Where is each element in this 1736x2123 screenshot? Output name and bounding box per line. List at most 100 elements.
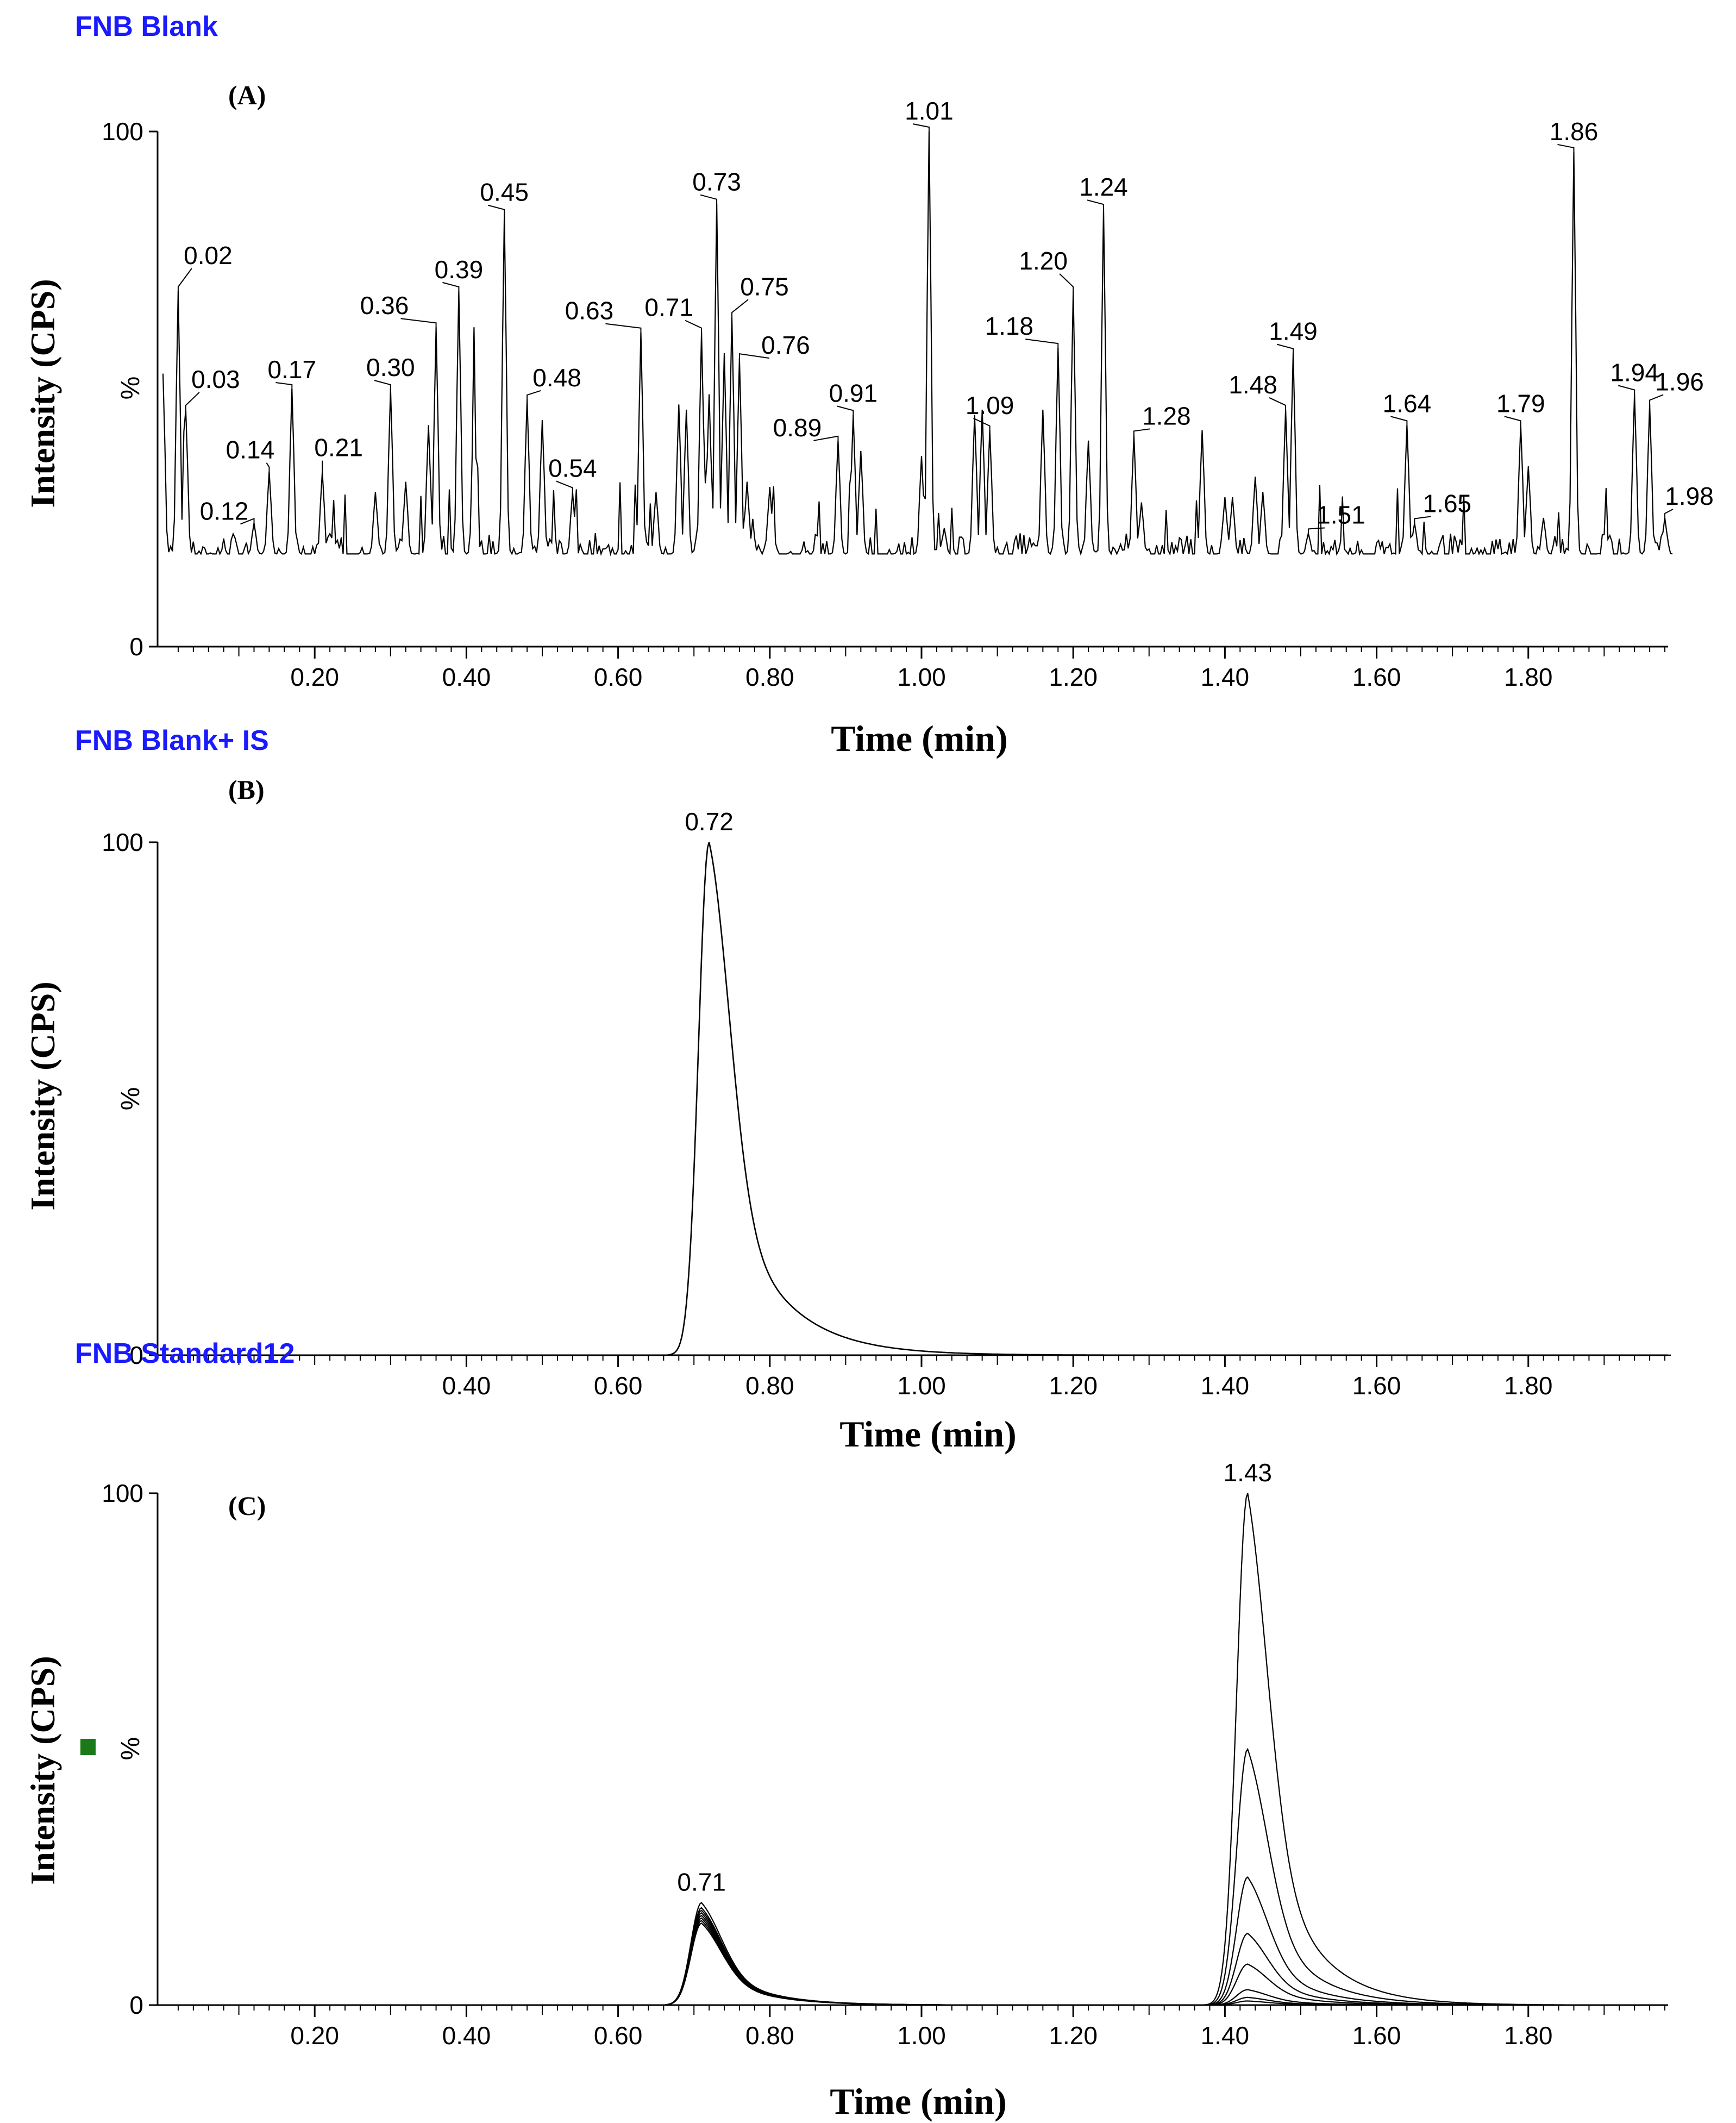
peak-leader-line <box>527 390 541 402</box>
panel-b: FNB Blank+ IS (B) Intensity (CPS) % Time… <box>23 725 1671 1455</box>
x-tick-label: 1.80 <box>1504 1372 1553 1400</box>
x-tick-label: 0.80 <box>745 1372 794 1400</box>
panel-c-traces <box>580 1493 1618 2006</box>
panel-a-traces <box>162 131 1673 556</box>
peak-label: 1.24 <box>1079 173 1128 201</box>
peak-label: 1.98 <box>1665 482 1714 510</box>
peak-leader-line <box>1390 416 1408 428</box>
panel-a-annotations: 0.02 0.03 0.17 0.14 0.12 0.21 0.30 0.36 0.39 0.45… <box>177 97 1714 536</box>
peak-leader-line <box>487 204 505 216</box>
panel-a-xlabel: Time (min) <box>831 718 1008 759</box>
peak-label: 1.18 <box>985 312 1033 340</box>
peak-leader-line <box>738 353 770 361</box>
panel-a: FNB Blank (A) Intensity (CPS) % Time (mi… <box>23 11 1714 759</box>
x-tick-label: 0.60 <box>594 663 643 691</box>
peak-label: 0.17 <box>268 355 317 384</box>
peak-label: 0.02 <box>184 241 233 270</box>
y-tick-label: 0 <box>129 1991 143 2019</box>
peak-leader-line <box>1059 273 1074 293</box>
peak-leader-line <box>240 518 255 525</box>
panel-c-yunit: % <box>116 1737 145 1761</box>
peak-label: 1.79 <box>1496 389 1545 417</box>
peak-label: 0.30 <box>366 353 415 381</box>
peak-label: 0.48 <box>532 364 581 392</box>
x-tick-label: 0.60 <box>594 1372 643 1400</box>
series-line-8 <box>580 1922 1618 2006</box>
x-tick-label: 0.20 <box>290 2021 339 2050</box>
trace-line <box>390 842 1671 1356</box>
peak-leader-line <box>1276 343 1294 355</box>
peak-label: 0.76 <box>761 331 810 359</box>
peak-leader-line <box>556 480 573 494</box>
x-tick-label: 1.40 <box>1201 2021 1250 2050</box>
x-tick-label: 0.20 <box>290 663 339 691</box>
panel-a-axes: 0 100 0.20 0.40 0.60 0.80 1.00 1.20 1.40 1.60 1.80 <box>102 117 1668 691</box>
x-tick-label: 1.80 <box>1504 2021 1553 2050</box>
peak-label: 1.43 <box>1223 1458 1272 1487</box>
peak-label: 1.49 <box>1269 317 1318 346</box>
panel-a-header: FNB Blank <box>75 11 218 42</box>
peak-leader-line <box>442 281 460 293</box>
x-tick-label: 1.60 <box>1352 1372 1401 1400</box>
peak-label: 1.65 <box>1423 489 1472 517</box>
x-tick-label: 0.80 <box>745 663 794 691</box>
peak-leader-line <box>685 320 703 335</box>
peak-leader-line <box>185 392 200 412</box>
y-tick-label: 0 <box>129 1341 143 1369</box>
y-tick-label: 100 <box>102 1479 143 1507</box>
x-tick-label: 1.80 <box>1504 663 1553 691</box>
peak-label: 0.39 <box>435 255 484 284</box>
peak-label: 1.20 <box>1019 247 1068 275</box>
peak-leader-line <box>1307 527 1325 536</box>
panel-b-label: (B) <box>228 774 265 805</box>
panel-b-annotations: 0.72 <box>685 807 734 836</box>
peak-label: 0.72 <box>685 807 734 836</box>
panel-a-label: (A) <box>228 80 266 110</box>
peak-label: 0.12 <box>200 497 249 525</box>
peak-label: 0.73 <box>692 168 741 196</box>
x-tick-label: 1.40 <box>1201 663 1250 691</box>
peak-label: 0.14 <box>226 436 275 464</box>
peak-label: 0.89 <box>773 414 822 442</box>
peak-label: 0.45 <box>480 178 529 206</box>
peak-label: 1.28 <box>1142 402 1191 430</box>
x-tick-label: 1.60 <box>1352 2021 1401 2050</box>
panel-b-traces <box>390 842 1671 1356</box>
trace-line <box>162 131 1673 556</box>
peak-label: 1.64 <box>1383 389 1432 417</box>
peak-label: 0.36 <box>360 291 409 320</box>
peak-label: 1.48 <box>1229 371 1277 399</box>
y-tick-label: 100 <box>102 828 143 856</box>
panel-c: FNB Standard12 (C) Intensity (CPS) % Tim… <box>23 1338 1668 2122</box>
x-tick-label: 0.40 <box>442 1372 491 1400</box>
panel-c-ylabel: Intensity (CPS) <box>23 1656 62 1884</box>
peak-leader-line <box>837 405 854 417</box>
x-tick-label: 1.60 <box>1352 663 1401 691</box>
panel-b-yunit: % <box>116 1087 145 1111</box>
peak-leader-line <box>266 462 270 474</box>
peak-label: 0.03 <box>191 365 240 393</box>
peak-leader-line <box>275 382 293 391</box>
peak-label: 0.21 <box>314 434 363 462</box>
peak-label: 0.75 <box>740 272 789 300</box>
panel-c-header: FNB Standard12 <box>75 1338 295 1369</box>
y-tick-label: 100 <box>102 117 143 146</box>
panel-c-annotations: 1.43 0.71 <box>677 1458 1272 1896</box>
peak-leader-line <box>1664 509 1674 520</box>
peak-label: 0.63 <box>565 297 614 325</box>
peak-leader-line <box>1269 397 1287 412</box>
peak-leader-line <box>1414 516 1431 525</box>
peak-leader-line <box>731 299 749 320</box>
panel-b-axes: 0 100 0.40 0.60 0.80 1.00 1.20 1.40 1.60 1.80 <box>102 828 1668 1400</box>
peak-leader-line <box>1649 394 1664 407</box>
peak-leader-line <box>1504 416 1521 428</box>
peak-label: 0.91 <box>829 379 878 407</box>
x-tick-label: 0.40 <box>442 2021 491 2050</box>
peak-label: 1.94 <box>1610 358 1659 386</box>
x-tick-label: 1.20 <box>1049 663 1098 691</box>
x-tick-label: 0.60 <box>594 2021 643 2050</box>
peak-label: 0.71 <box>677 1868 726 1896</box>
peak-leader-line <box>912 123 930 134</box>
x-tick-label: 0.40 <box>442 663 491 691</box>
